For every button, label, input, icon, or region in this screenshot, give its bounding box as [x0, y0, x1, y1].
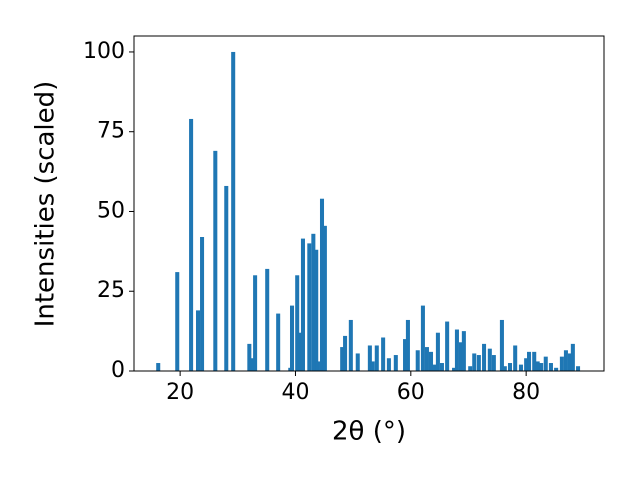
bar: [424, 347, 429, 371]
y-axis-label: Intensities (scaled): [31, 81, 61, 328]
bar: [295, 275, 300, 371]
bar: [200, 237, 205, 371]
bar: [415, 350, 420, 371]
bar: [340, 347, 345, 371]
bar: [374, 345, 379, 371]
bar: [491, 355, 496, 371]
x-tick-label: 60: [397, 380, 425, 405]
bar: [458, 342, 463, 371]
bar: [355, 353, 360, 371]
bar: [253, 275, 258, 371]
bar: [513, 345, 518, 371]
bar: [195, 310, 201, 371]
y-tick-label: 0: [111, 358, 125, 383]
bar: [452, 367, 457, 371]
x-tick-label: 20: [166, 380, 194, 405]
bar: [502, 366, 507, 371]
bar: [454, 329, 459, 371]
bar: [315, 361, 320, 371]
bar: [468, 366, 473, 371]
bar: [213, 150, 218, 371]
bar: [370, 361, 375, 371]
bar: [482, 343, 487, 371]
bar: [527, 351, 532, 371]
bar: [319, 198, 325, 371]
bar: [499, 319, 504, 371]
bar: [420, 305, 425, 371]
bar: [348, 319, 353, 371]
bar: [189, 118, 194, 371]
bar: [461, 331, 466, 371]
bar: [300, 238, 305, 371]
bar: [386, 358, 391, 371]
bar: [548, 363, 553, 371]
bar: [524, 358, 529, 371]
bar: [405, 319, 410, 371]
bar: [247, 343, 252, 371]
bar: [576, 366, 581, 371]
y-tick-label: 100: [83, 39, 125, 64]
bar: [231, 51, 236, 371]
bar: [439, 363, 444, 371]
bar: [250, 358, 255, 371]
bar: [532, 351, 537, 371]
x-tick-label: 80: [512, 380, 540, 405]
bar: [265, 268, 270, 371]
bar: [472, 353, 477, 371]
bar: [518, 364, 523, 371]
bar: [393, 355, 398, 371]
bar: [156, 363, 161, 371]
bar: [311, 233, 316, 371]
plot-frame: [133, 35, 605, 372]
bar: [433, 364, 438, 371]
y-tick-label: 75: [97, 119, 125, 144]
bar: [563, 350, 568, 371]
bar: [314, 249, 319, 371]
bar: [539, 363, 544, 371]
bar: [559, 356, 564, 371]
bar: [307, 243, 312, 371]
bar: [381, 337, 386, 371]
bar: [445, 321, 450, 371]
bar: [428, 351, 434, 371]
bar: [289, 305, 295, 371]
bar: [343, 335, 348, 371]
bar: [487, 348, 492, 371]
bar: [298, 332, 303, 371]
bar: [476, 355, 481, 371]
y-tick-label: 50: [97, 198, 125, 223]
bar: [175, 272, 180, 371]
bar: [435, 332, 440, 371]
bar: [570, 343, 575, 371]
bar: [543, 356, 548, 371]
y-tick-label: 25: [97, 278, 125, 303]
bar: [507, 363, 513, 371]
bar: [276, 313, 281, 371]
x-tick-label: 40: [281, 380, 309, 405]
bar: [403, 339, 408, 371]
bar: [567, 353, 572, 371]
bar: [535, 361, 540, 371]
bar: [224, 185, 229, 371]
x-axis-label: 2θ (°): [332, 417, 406, 447]
bar: [554, 367, 559, 371]
bar: [367, 345, 372, 371]
bar: [322, 225, 327, 371]
